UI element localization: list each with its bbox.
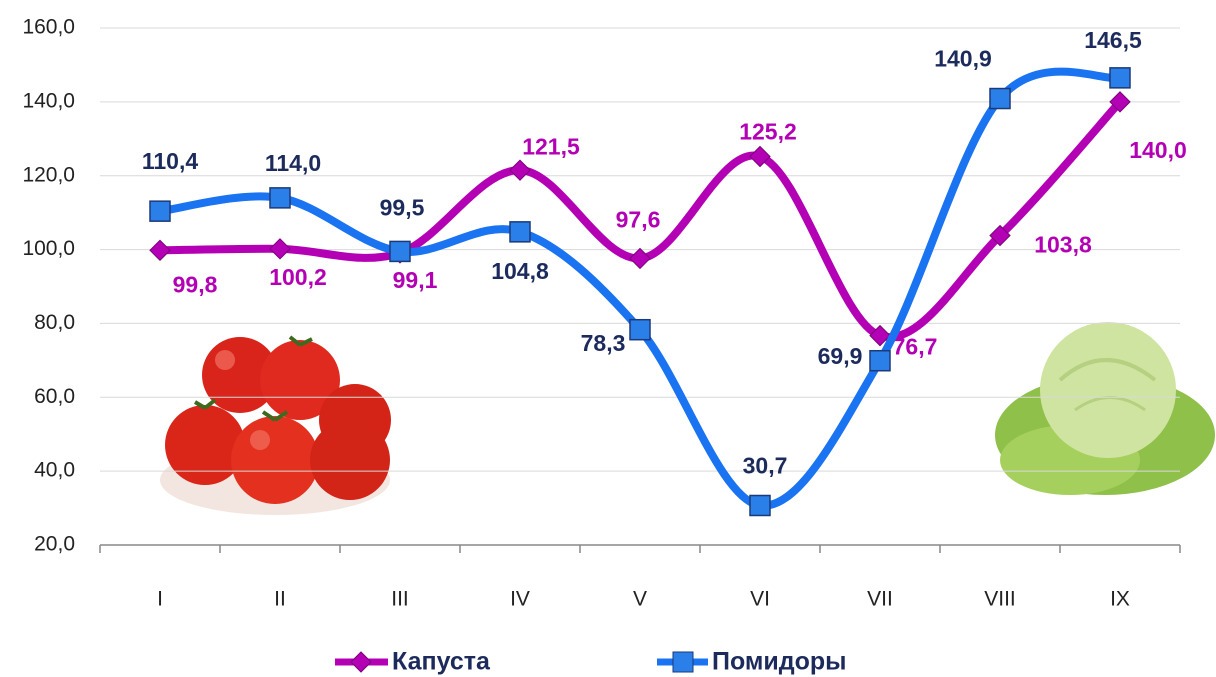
series-line bbox=[156, 97, 1124, 342]
cabbage-picture bbox=[995, 322, 1215, 495]
x-tick-label: II bbox=[274, 588, 286, 611]
data-label: 125,2 bbox=[739, 119, 797, 145]
marker bbox=[389, 240, 411, 263]
marker bbox=[269, 187, 291, 209]
tomato-picture bbox=[160, 335, 391, 515]
y-tick-label: 140,0 bbox=[22, 89, 75, 112]
x-tick-label: I bbox=[157, 588, 163, 611]
data-label: 97,6 bbox=[616, 207, 661, 233]
data-label: 110,4 bbox=[142, 148, 198, 174]
data-label: 76,7 bbox=[893, 334, 938, 360]
x-tick-label: IV bbox=[510, 588, 530, 611]
marker bbox=[629, 318, 651, 341]
marker bbox=[869, 324, 891, 347]
marker bbox=[149, 239, 171, 262]
legend-marker bbox=[350, 651, 372, 673]
legend-label: Капуста bbox=[392, 648, 491, 676]
data-label: 146,5 bbox=[1084, 27, 1142, 53]
x-tick-label: III bbox=[391, 588, 409, 611]
data-label: 99,8 bbox=[173, 271, 218, 297]
y-tick-label: 40,0 bbox=[34, 459, 75, 482]
marker bbox=[989, 224, 1011, 247]
data-label: 103,8 bbox=[1034, 232, 1092, 258]
marker bbox=[629, 247, 651, 270]
y-tick-label: 20,0 bbox=[34, 533, 75, 556]
x-tick-label: V bbox=[633, 588, 647, 611]
marker bbox=[749, 145, 771, 168]
x-tick-label: IX bbox=[1110, 588, 1130, 611]
marker bbox=[149, 200, 171, 222]
data-label: 100,2 bbox=[269, 264, 327, 290]
data-label: 121,5 bbox=[522, 133, 580, 159]
marker bbox=[989, 87, 1011, 110]
y-tick-label: 120,0 bbox=[22, 163, 75, 186]
data-label: 69,9 bbox=[818, 343, 863, 369]
legend: Капуста Помидоры bbox=[335, 648, 847, 676]
series-line bbox=[156, 67, 1124, 510]
data-label: 140,9 bbox=[934, 46, 992, 72]
data-label: 99,5 bbox=[380, 194, 425, 220]
data-label: 104,8 bbox=[491, 258, 549, 284]
data-label: 78,3 bbox=[581, 330, 626, 356]
data-label: 99,1 bbox=[393, 267, 438, 293]
marker bbox=[1109, 67, 1131, 89]
y-tick-label: 60,0 bbox=[34, 385, 75, 408]
y-tick-label: 80,0 bbox=[34, 311, 75, 334]
marker bbox=[269, 238, 291, 260]
y-tick-label: 160,0 bbox=[22, 16, 75, 39]
data-label: 114,0 bbox=[265, 150, 321, 176]
y-tick-label: 100,0 bbox=[22, 237, 75, 260]
x-tick-label: VII bbox=[867, 588, 893, 611]
data-label: 140,0 bbox=[1129, 137, 1187, 163]
marker bbox=[749, 494, 771, 517]
legend-label: Помидоры bbox=[712, 648, 847, 676]
marker bbox=[509, 221, 531, 243]
x-tick-label: VIII bbox=[984, 588, 1016, 611]
marker bbox=[1109, 91, 1131, 113]
marker bbox=[869, 349, 891, 372]
data-label: 30,7 bbox=[743, 453, 788, 479]
x-tick-label: VI bbox=[750, 588, 770, 611]
legend-marker bbox=[672, 651, 694, 673]
marker bbox=[509, 159, 531, 181]
